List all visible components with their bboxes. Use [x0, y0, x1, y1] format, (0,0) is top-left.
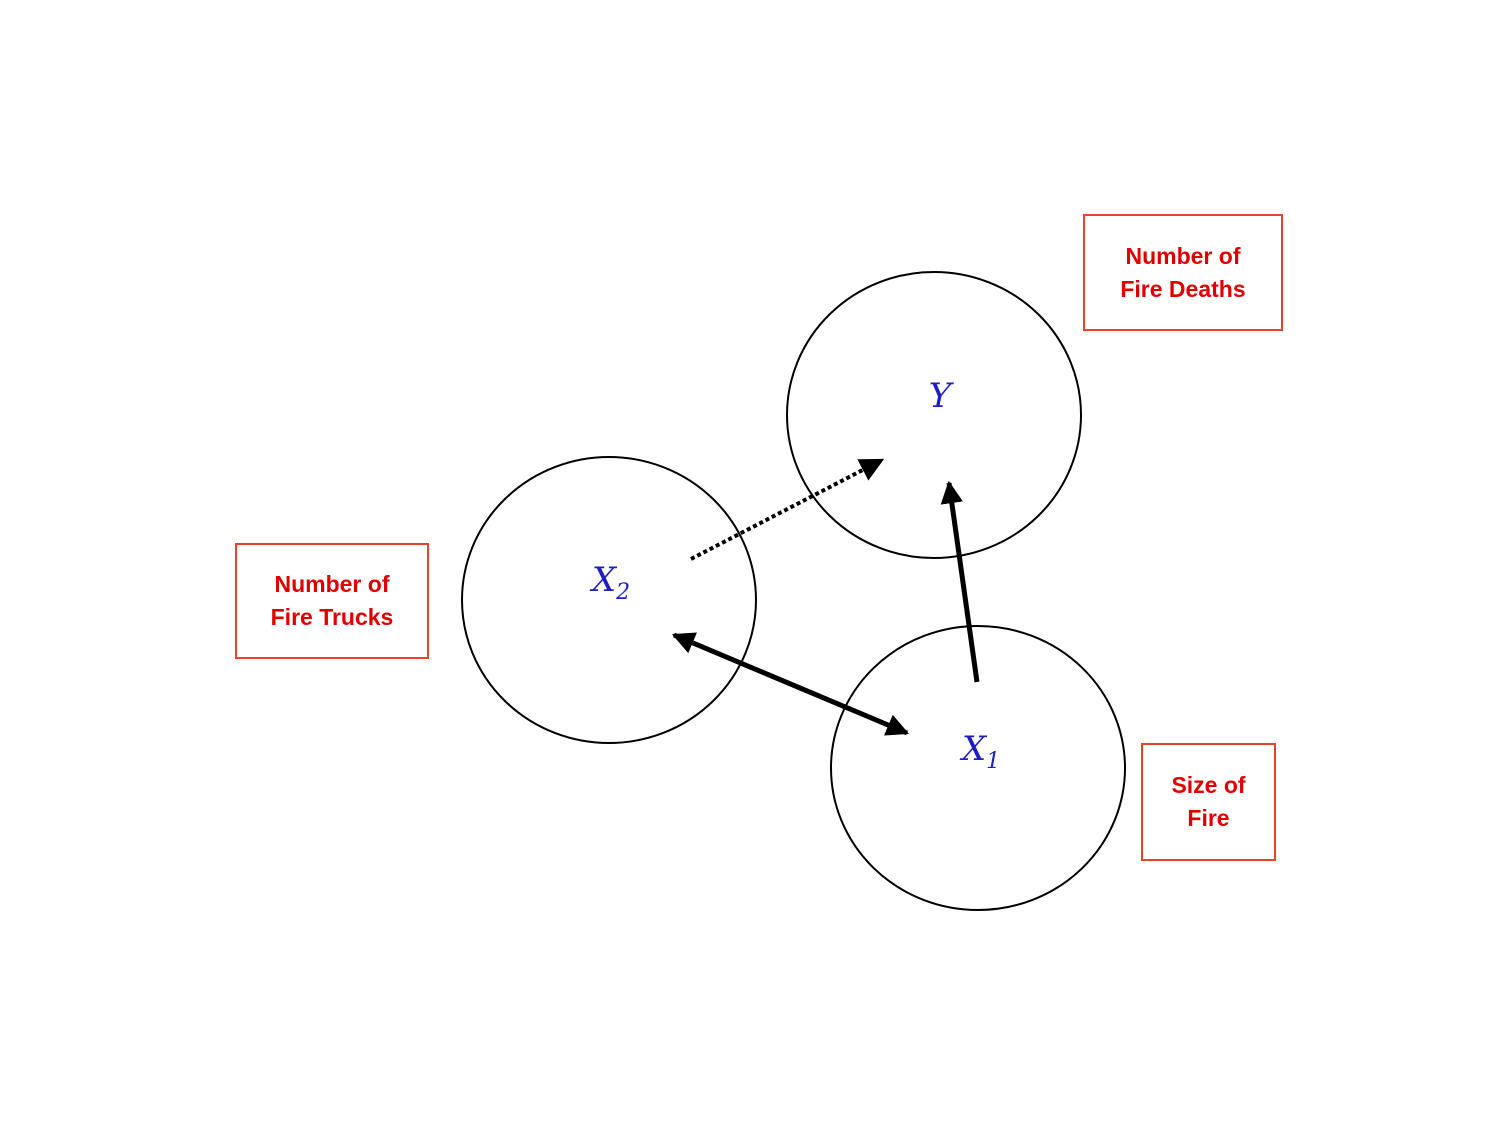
node-x2-circle: [461, 456, 757, 744]
label-box-fire-trucks: Number of Fire Trucks: [235, 543, 429, 659]
edge-x1-to-y: [940, 480, 980, 683]
label-fire-deaths: Number of Fire Deaths: [1120, 242, 1246, 302]
node-x1-circle: [830, 625, 1126, 911]
node-x2-label: X2: [589, 560, 630, 605]
node-x1-label: X1: [959, 729, 1000, 774]
edge-x2-to-y-dotted: [690, 458, 885, 561]
edge-x2-x1-bidirectional: [671, 632, 910, 736]
label-size-of-fire: Size of Fire: [1171, 772, 1246, 831]
label-box-size-of-fire: Size of Fire: [1141, 743, 1276, 861]
label-box-fire-deaths: Number of Fire Deaths: [1083, 214, 1283, 331]
node-y-label: Y: [929, 376, 955, 416]
label-fire-trucks: Number of Fire Trucks: [270, 571, 394, 630]
node-y-circle: [786, 271, 1082, 559]
